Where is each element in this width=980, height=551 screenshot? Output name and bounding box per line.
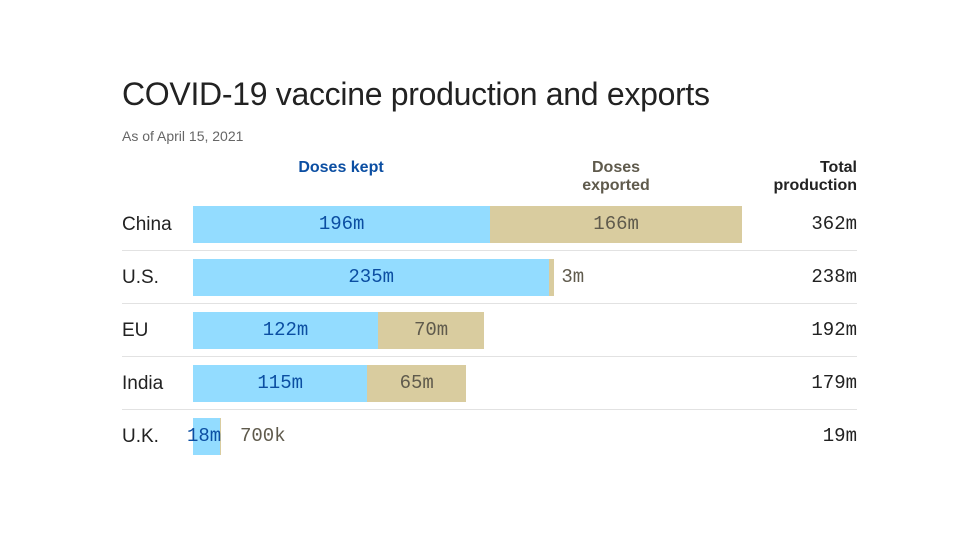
value-label-exported: 700k: [240, 425, 286, 447]
chart-row: EU 122m 70m 192m: [122, 304, 857, 357]
bar-doses-exported: [367, 365, 466, 402]
value-label-exported: 166m: [593, 213, 639, 235]
category-label: U.S.: [122, 267, 159, 288]
row-divider: [122, 303, 857, 304]
header-total-production: Total production: [773, 159, 857, 194]
category-label: India: [122, 373, 164, 394]
bar-doses-exported: [549, 259, 554, 296]
value-label-exported: 65m: [399, 372, 434, 394]
chart-row: U.S. 235m 3m 238m: [122, 251, 857, 304]
bar-doses-kept: [193, 418, 221, 455]
header-doses-exported: Doses exported: [582, 159, 650, 194]
bar-doses-kept: [193, 206, 491, 243]
bar-doses-exported: [220, 418, 222, 455]
total-label: 362m: [811, 213, 857, 235]
category-label: China: [122, 214, 172, 235]
bar-doses-kept: [193, 312, 379, 349]
value-label-kept: 196m: [318, 213, 365, 235]
bar-doses-kept: [193, 259, 550, 296]
header-doses-kept: Doses kept: [298, 159, 384, 176]
value-label-exported: 3m: [561, 266, 585, 288]
value-label-kept: 18m: [187, 425, 222, 447]
chart-subtitle: As of April 15, 2021: [122, 128, 244, 144]
value-label-exported: 70m: [413, 319, 449, 341]
total-label: 192m: [811, 319, 857, 341]
total-label: 238m: [811, 266, 857, 288]
total-label: 179m: [811, 372, 857, 394]
value-label-kept: 235m: [348, 266, 394, 288]
value-label-kept: 115m: [257, 372, 303, 394]
value-label-kept: 122m: [262, 319, 309, 341]
chart-row: U.K. 18m 700k 19m: [122, 410, 857, 463]
category-label: U.K.: [122, 426, 159, 447]
bar-doses-exported: [378, 312, 485, 349]
row-divider: [122, 356, 857, 357]
chart-row: China 196m 166m 362m: [122, 198, 857, 251]
bar-doses-kept: [193, 365, 368, 402]
category-label: EU: [122, 320, 149, 341]
chart-title: COVID-19 vaccine production and exports: [122, 76, 710, 112]
bar-doses-exported: [490, 206, 742, 243]
total-label: 19m: [822, 425, 857, 447]
row-divider: [122, 250, 857, 251]
chart-row: India 115m 65m 179m: [122, 357, 857, 410]
row-divider: [122, 409, 857, 410]
